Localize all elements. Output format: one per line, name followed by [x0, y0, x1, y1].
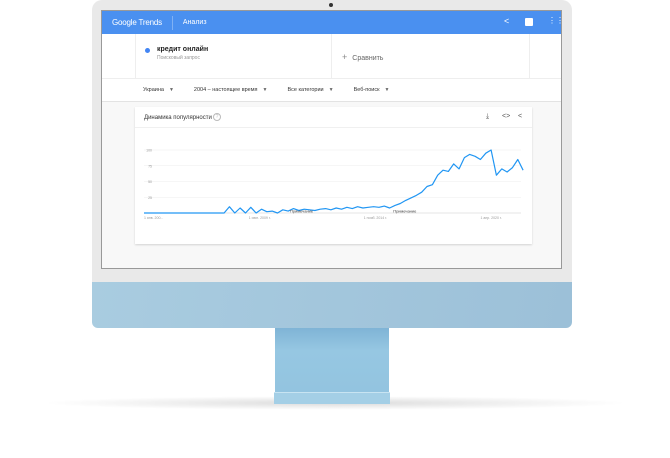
camera-icon: [329, 3, 333, 7]
filter-label: Все категории: [287, 87, 324, 93]
share-icon[interactable]: <: [518, 113, 523, 120]
download-icon[interactable]: ⤓: [486, 113, 490, 120]
share-icon[interactable]: <: [504, 16, 510, 26]
caret-down-icon: ▼: [262, 87, 268, 93]
y-tick-label: 75: [148, 164, 152, 168]
interest-over-time-card: Динамика популярности ? ⤓ <> < 100 75 50 25…: [135, 107, 532, 244]
screen: Google Trends Анализ < ⋮⋮ кредит онлайн …: [101, 10, 562, 269]
filter-category[interactable]: Все категории ▼: [287, 87, 333, 93]
card-divider: [135, 127, 532, 128]
filter-label: Веб-поиск: [353, 87, 380, 93]
caret-down-icon: ▼: [168, 87, 174, 93]
monitor-chin: [92, 282, 572, 328]
filter-label: 2004 – настоящее время: [193, 87, 258, 93]
caret-down-icon: ▼: [384, 87, 390, 93]
card-title: Динамика популярности: [144, 115, 212, 121]
google-trends-logo[interactable]: Google Trends: [112, 18, 162, 27]
embed-icon[interactable]: <>: [502, 113, 511, 120]
search-terms-bar: кредит онлайн Поисковый запрос + Сравнить: [102, 34, 561, 79]
search-term: кредит онлайн: [157, 46, 209, 53]
series-color-dot: [145, 48, 150, 53]
page-title: Анализ: [182, 19, 207, 26]
search-term-type: Поисковый запрос: [157, 55, 200, 61]
monitor-stand: [274, 328, 390, 404]
header-divider: [171, 15, 173, 30]
filters-bar: Украина ▼ 2004 – настоящее время ▼ Все кат…: [102, 79, 561, 102]
plus-icon: +: [342, 52, 348, 62]
chart-annotation: Примечание: [393, 209, 417, 214]
x-tick-label: 1 июн. 2009 г.: [249, 216, 271, 220]
compare-label: Сравнить: [352, 55, 384, 62]
trend-line: [144, 149, 524, 214]
chart-annotation: Примечание: [290, 209, 314, 214]
x-tick-label: 1 нояб. 2014 г.: [364, 216, 387, 220]
compare-button[interactable]: + Сравнить: [332, 34, 530, 78]
filter-label: Украина: [143, 87, 164, 93]
feedback-icon[interactable]: [525, 18, 533, 26]
filter-search-type[interactable]: Веб-поиск ▼: [354, 87, 390, 93]
stand-foot: [274, 392, 390, 404]
y-tick-label: 25: [148, 196, 152, 200]
filter-region[interactable]: Украина ▼: [143, 87, 174, 93]
search-term-card[interactable]: кредит онлайн Поисковый запрос: [135, 34, 332, 78]
app-header: Google Trends Анализ < ⋮⋮: [102, 11, 561, 34]
x-tick-label: 1 янв. 200...: [144, 216, 163, 220]
y-tick-label: 100: [146, 149, 152, 153]
y-tick-label: 50: [148, 180, 152, 184]
trend-chart: 100 75 50 25 1 янв. 200... 1 июн. 2009 г. 1 но…: [143, 149, 524, 220]
filter-time-range[interactable]: 2004 – настоящее время ▼: [194, 87, 268, 93]
apps-grid-icon[interactable]: ⋮⋮: [548, 16, 561, 25]
x-tick-label: 1 апр. 2020 г.: [480, 216, 501, 220]
caret-down-icon: ▼: [328, 87, 334, 93]
help-icon[interactable]: ?: [213, 113, 221, 121]
